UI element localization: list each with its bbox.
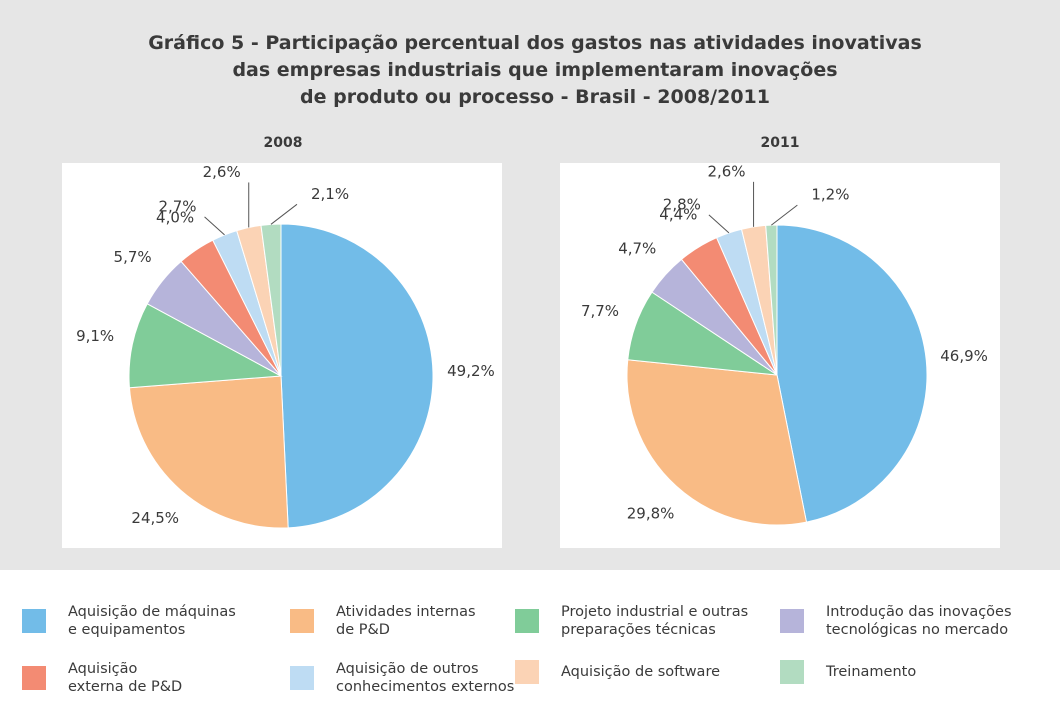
value-label: 2,6% [707,162,745,180]
legend-swatch [22,609,46,633]
value-label: 2,8% [663,195,701,213]
legend-item: Atividades internas de P&D [290,603,476,639]
leader-line [204,216,225,236]
value-label: 2,6% [203,163,241,181]
value-label: 2,7% [158,197,196,215]
legend-label: Aquisição externa de P&D [68,661,183,695]
pie-slice [776,224,928,523]
pie-slice [280,223,434,529]
value-label: 4,0% [156,209,194,227]
legend-label: Treinamento [826,664,917,680]
legend-swatch [515,660,539,684]
legend-item: Aquisição de outros conhecimentos extern… [290,660,514,696]
legend-label: Introdução das inovações tecnológicas no… [826,604,1012,638]
value-label: 24,5% [131,509,179,527]
legend-label: Projeto industrial e outras preparações … [561,604,749,638]
legend-swatch [515,609,539,633]
legend-swatch [22,666,46,690]
value-label: 49,2% [447,362,495,380]
legend-item: Aquisição de máquinas e equipamentos [22,603,236,639]
legend-label: Atividades internas de P&D [336,604,476,638]
pie-slice [626,359,808,526]
legend-swatch [290,609,314,633]
pie-title: 2011 [761,135,800,151]
value-label: 4,7% [618,240,656,258]
legend-label: Aquisição de software [561,664,721,680]
legend-swatch [780,660,804,684]
value-label: 4,4% [659,205,697,223]
legend-item: Introdução das inovações tecnológicas no… [780,603,1012,639]
legend-label: Aquisição de outros conhecimentos extern… [336,661,515,695]
value-label: 1,2% [811,186,849,204]
legend-item: Projeto industrial e outras preparações … [515,603,748,639]
leader-line [771,204,798,226]
chart-title: Gráfico 5 - Participação percentual dos … [148,32,922,108]
value-label: 7,7% [581,302,619,320]
value-label: 2,1% [311,185,349,203]
leader-line [708,214,730,234]
value-label: 46,9% [940,347,988,365]
leader-line [270,203,298,225]
legend-swatch [780,609,804,633]
value-label: 29,8% [627,505,675,523]
value-label: 9,1% [76,327,114,345]
value-label: 5,7% [114,248,152,266]
pie-slice [128,375,289,529]
pie-slice [260,223,282,377]
legend-swatch [290,666,314,690]
legend-item: Aquisição de software [515,660,720,684]
legend-item: Aquisição externa de P&D [22,660,182,696]
pie-title: 2008 [264,135,303,151]
pie-slice [128,303,283,389]
legend-label: Aquisição de máquinas e equipamentos [68,604,236,638]
legend-item: Treinamento [780,660,916,684]
